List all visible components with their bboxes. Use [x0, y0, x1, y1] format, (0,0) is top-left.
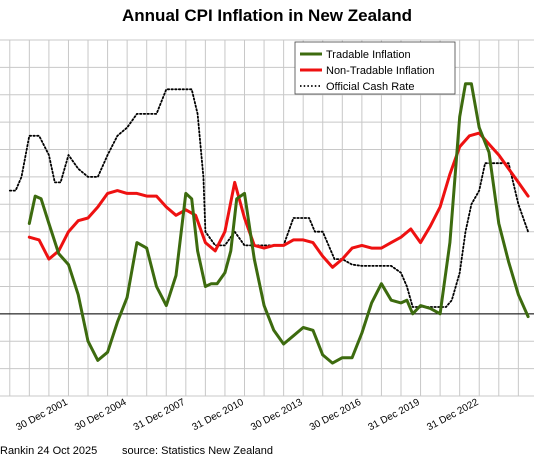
x-tick-label: 30 Dec 2013 [249, 397, 305, 434]
legend: Tradable Inflation Non-Tradable Inflation… [294, 41, 456, 95]
x-tick-label: 31 Dec 2019 [367, 397, 423, 434]
x-tick-label: 31 Dec 2022 [425, 397, 481, 434]
series-layer [8, 82, 530, 365]
x-tick-label: 30 Dec 2001 [14, 397, 70, 434]
tradable-inflation-line [27, 82, 530, 365]
x-tick-label: 30 Dec 2016 [308, 397, 364, 434]
x-tick-label: 30 Dec 2004 [73, 397, 129, 434]
legend-label: Non-Tradable Inflation [326, 65, 434, 77]
x-tick-labels: 30 Dec 2001 30 Dec 2004 31 Dec 2007 31 Dec … [14, 397, 480, 434]
footer-source: source: Statistics New Zealand [122, 445, 274, 457]
legend-box [294, 41, 456, 95]
legend-label: Official Cash Rate [326, 81, 414, 93]
non-tradable-inflation-line [27, 131, 530, 269]
x-tick-label: 31 Dec 2010 [190, 397, 246, 434]
legend-label: Tradable Inflation [326, 49, 411, 61]
x-tick-label: 31 Dec 2007 [132, 397, 188, 434]
chart-title: Annual CPI Inflation in New Zealand [122, 6, 412, 25]
footer-author: Rankin 24 Oct 2025 [0, 445, 98, 457]
